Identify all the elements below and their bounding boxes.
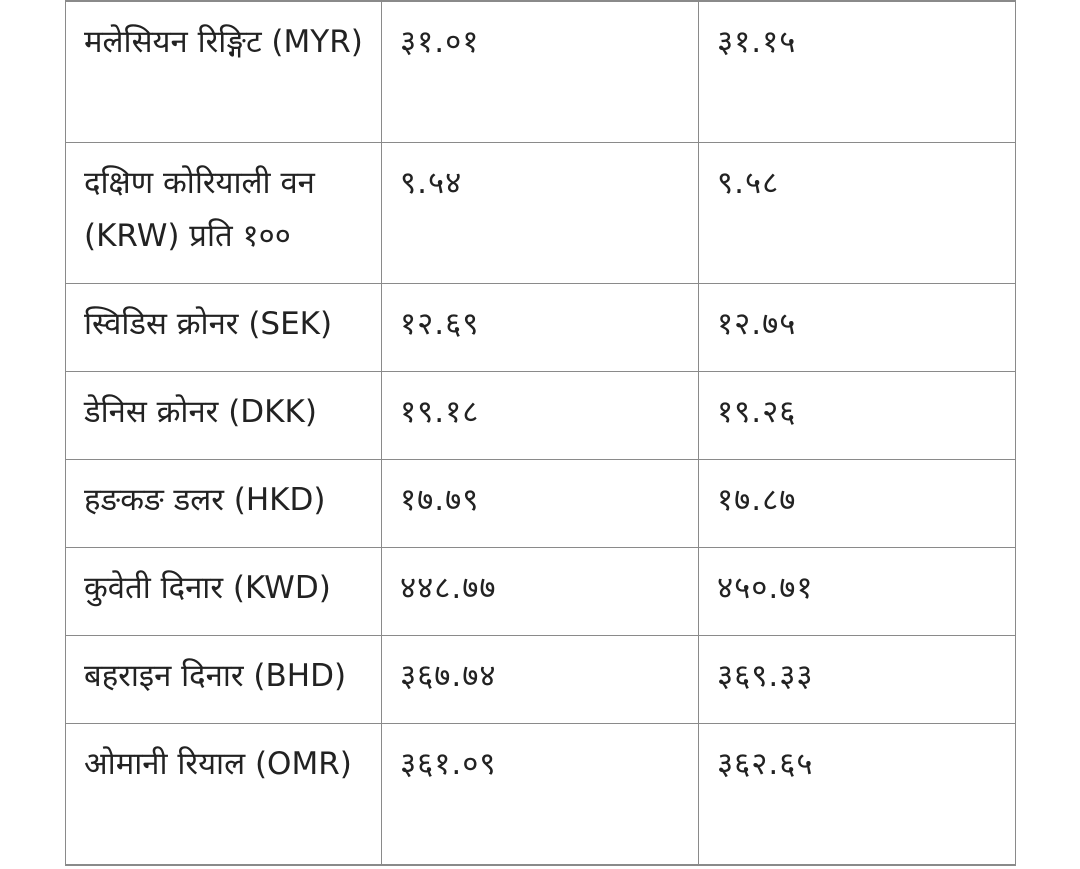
selling-rate: ३१.१५ (698, 0, 1016, 143)
table-row: बहराइन दिनार (BHD) ३६७.७४ ३६९.३३ (65, 634, 1016, 724)
selling-rate: ३६२.६५ (698, 722, 1016, 866)
currency-name: दक्षिण कोरियाली वन (KRW) प्रति १०० (65, 141, 382, 284)
buying-rate: ९.५४ (381, 141, 699, 284)
currency-name: ओमानी रियाल (OMR) (65, 722, 382, 866)
table-row: ओमानी रियाल (OMR) ३६१.०९ ३६२.६५ (65, 722, 1016, 866)
selling-rate: ३६९.३३ (698, 634, 1016, 724)
table-row: मलेसियन रिङ्गिट (MYR) ३१.०१ ३१.१५ (65, 0, 1016, 143)
buying-rate: ४४८.७७ (381, 546, 699, 636)
currency-name: मलेसियन रिङ्गिट (MYR) (65, 0, 382, 143)
buying-rate: ३६७.७४ (381, 634, 699, 724)
table-row: कुवेती दिनार (KWD) ४४८.७७ ४५०.७१ (65, 546, 1016, 636)
currency-name: कुवेती दिनार (KWD) (65, 546, 382, 636)
table-row: दक्षिण कोरियाली वन (KRW) प्रति १०० ९.५४ … (65, 141, 1016, 284)
buying-rate: १२.६९ (381, 282, 699, 372)
table-row: हङकङ डलर (HKD) १७.७९ १७.८७ (65, 458, 1016, 548)
buying-rate: ३६१.०९ (381, 722, 699, 866)
currency-name: हङकङ डलर (HKD) (65, 458, 382, 548)
selling-rate: १९.२६ (698, 370, 1016, 460)
buying-rate: ३१.०१ (381, 0, 699, 143)
currency-name: स्विडिस क्रोनर (SEK) (65, 282, 382, 372)
table-row: स्विडिस क्रोनर (SEK) १२.६९ १२.७५ (65, 282, 1016, 372)
selling-rate: ९.५८ (698, 141, 1016, 284)
table-row: डेनिस क्रोनर (DKK) १९.१८ १९.२६ (65, 370, 1016, 460)
currency-name: डेनिस क्रोनर (DKK) (65, 370, 382, 460)
buying-rate: १७.७९ (381, 458, 699, 548)
currency-name: बहराइन दिनार (BHD) (65, 634, 382, 724)
exchange-rate-table: मलेसियन रिङ्गिट (MYR) ३१.०१ ३१.१५ दक्षिण… (65, 0, 1016, 866)
selling-rate: १२.७५ (698, 282, 1016, 372)
selling-rate: १७.८७ (698, 458, 1016, 548)
buying-rate: १९.१८ (381, 370, 699, 460)
selling-rate: ४५०.७१ (698, 546, 1016, 636)
